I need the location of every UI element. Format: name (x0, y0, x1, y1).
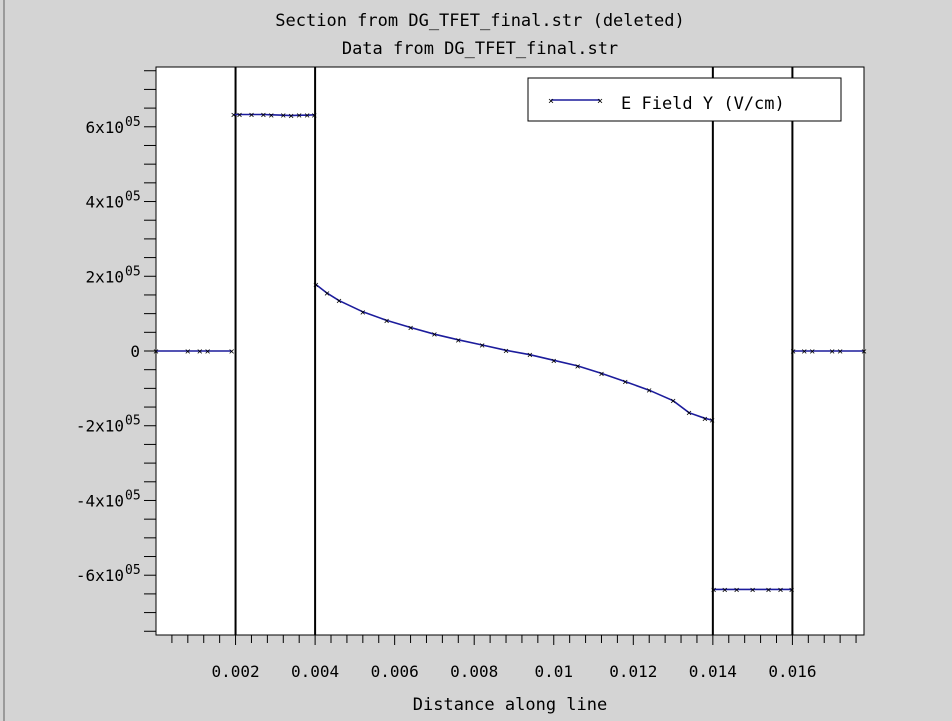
x-axis: 0.002 0.004 0.006 0.008 0.01 0.012 0.014 0.016 (171, 635, 857, 681)
y-tick-exponent: 05 (125, 190, 141, 205)
data-point: × (829, 347, 835, 358)
data-point: × (296, 111, 302, 122)
data-point: × (268, 110, 274, 121)
data-point: × (431, 330, 437, 341)
data-point: × (750, 585, 756, 596)
data-point: × (304, 111, 310, 122)
data-point: × (313, 280, 319, 291)
y-tick-exponent: 05 (125, 264, 141, 279)
y-tick-label: 2x10 (85, 267, 124, 286)
x-tick-label: 0.016 (768, 662, 816, 681)
x-tick-label: 0.014 (689, 662, 737, 681)
data-point: × (260, 110, 266, 121)
data-point: × (153, 347, 159, 358)
data-point: × (311, 110, 317, 121)
x-tick-label: 0.002 (211, 662, 259, 681)
data-point: × (455, 335, 461, 346)
data-point: × (248, 110, 254, 121)
x-tick-label: 0.006 (371, 662, 419, 681)
data-point: × (646, 386, 652, 397)
data-point: × (575, 361, 581, 372)
data-point: × (527, 350, 533, 361)
data-point: × (185, 347, 191, 358)
y-tick-label: -4x10 (76, 491, 124, 510)
data-point: × (408, 323, 414, 334)
data-point: × (711, 585, 717, 596)
data-point: × (709, 416, 715, 427)
y-tick-label: -2x10 (76, 417, 124, 436)
data-point: × (861, 347, 867, 358)
data-point: × (231, 110, 237, 121)
series-line (233, 113, 315, 117)
legend-label: E Field Y (V/cm) (621, 94, 785, 114)
legend: × × E Field Y (V/cm) (527, 77, 842, 122)
y-tick-exponent: 05 (125, 414, 141, 429)
y-tick-label: 0 (130, 342, 140, 361)
legend-marker-right: × (597, 96, 603, 107)
data-point: × (236, 110, 242, 121)
data-point: × (777, 585, 783, 596)
data-point: × (686, 408, 692, 419)
data-point: × (229, 347, 235, 358)
data-point: × (336, 296, 342, 307)
data-point: × (622, 377, 628, 388)
chart-subtitle: Data from DG_TFET_final.str (342, 39, 618, 59)
y-tick-exponent: 05 (125, 115, 141, 130)
y-tick-label: 4x10 (85, 193, 124, 212)
data-point: × (722, 585, 728, 596)
x-tick-label: 0.012 (609, 662, 657, 681)
data-point: × (702, 414, 708, 425)
data-point: × (809, 347, 815, 358)
chart-title: Section from DG_TFET_final.str (deleted) (275, 11, 684, 31)
x-axis-label: Distance along line (413, 695, 607, 715)
data-point: × (734, 585, 740, 596)
data-point: × (479, 341, 485, 352)
data-point: × (551, 356, 557, 367)
region-boundaries (234, 67, 794, 635)
data-point: × (280, 111, 286, 122)
data-point: × (790, 347, 796, 358)
y-tick-label: 6x10 (85, 118, 124, 137)
data-point: × (598, 369, 604, 380)
x-tick-label: 0.01 (534, 662, 573, 681)
data-point: × (205, 347, 211, 358)
data-point: × (837, 347, 843, 358)
data-point: × (801, 347, 807, 358)
legend-marker-left: × (548, 96, 554, 107)
data-point: × (765, 585, 771, 596)
plot-window (3, 0, 952, 721)
y-tick-exponent: 05 (125, 488, 141, 503)
data-point: × (670, 396, 676, 407)
data-point: × (288, 111, 294, 122)
data-point: × (360, 307, 366, 318)
y-tick-exponent: 05 (125, 563, 141, 578)
data-point: × (197, 347, 203, 358)
y-tick-label: -6x10 (76, 566, 124, 585)
x-tick-label: 0.004 (291, 662, 339, 681)
series-line (315, 283, 713, 421)
data-point: × (324, 289, 330, 300)
data-point: × (384, 316, 390, 327)
data-point: × (503, 346, 509, 357)
x-tick-label: 0.008 (450, 662, 498, 681)
series-group: × × × × ×× × × × × × × × × ××××××××× × × ××××××××× ×× × × × ×… (153, 110, 867, 596)
data-point: × (789, 585, 795, 596)
